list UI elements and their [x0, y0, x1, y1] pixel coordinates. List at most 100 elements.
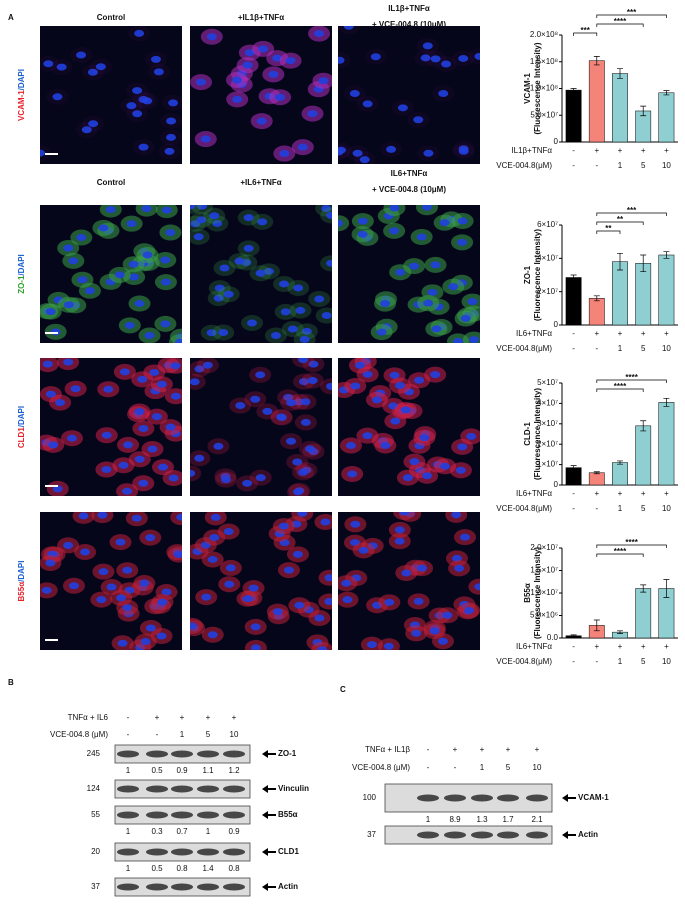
nucleus	[300, 418, 311, 426]
blot-strip	[384, 825, 553, 845]
panel-label: A	[8, 13, 14, 22]
treatment-value: +	[664, 146, 669, 155]
column-header: Control	[97, 178, 125, 187]
nucleus	[63, 244, 74, 252]
band	[497, 794, 519, 802]
treatment-value: 5	[641, 657, 646, 666]
molecular-weight: 124	[87, 784, 101, 793]
bar	[588, 298, 605, 326]
band	[471, 831, 493, 839]
nucleus	[209, 212, 220, 220]
nucleus	[132, 110, 143, 118]
y-tick-label: 1.0×10⁷	[530, 588, 558, 597]
nucleus	[324, 598, 332, 606]
treatment-value: +	[594, 642, 599, 651]
nucleus	[380, 441, 391, 449]
nucleus	[55, 399, 66, 407]
y-tick-label: 2×10⁷	[537, 287, 558, 296]
cells	[338, 205, 480, 343]
nucleus	[76, 234, 87, 242]
treatment-value: +	[641, 642, 646, 651]
nucleus	[270, 332, 281, 340]
band	[223, 750, 245, 758]
nucleus	[248, 584, 259, 592]
quantification: 0.3	[151, 827, 163, 836]
band	[197, 750, 219, 758]
error-bar	[617, 630, 623, 634]
significance-bracket	[596, 14, 667, 18]
quantification: 1.3	[476, 815, 488, 824]
nucleus	[294, 601, 305, 609]
treatment-value: 10	[662, 161, 671, 170]
nucleus	[326, 259, 332, 267]
nucleus	[66, 434, 77, 442]
error-bar	[663, 251, 670, 259]
nucleus	[147, 445, 158, 453]
error-bar	[617, 252, 623, 271]
nucleus	[165, 229, 176, 237]
treatment-value: 5	[206, 730, 211, 739]
blot-strip	[384, 783, 553, 813]
nucleus	[440, 462, 451, 470]
band	[146, 750, 168, 758]
treatment-value: -	[127, 713, 130, 722]
nucleus	[138, 424, 149, 432]
treatment-value: 1	[618, 504, 623, 513]
error-bar	[663, 397, 670, 407]
nucleus	[160, 320, 171, 328]
nucleus	[283, 566, 294, 574]
nucleus	[458, 147, 469, 155]
treatment-value: +	[618, 146, 623, 155]
band	[171, 750, 193, 758]
treatment-value: -	[427, 745, 430, 754]
nucleus	[190, 378, 200, 386]
y-tick-label: 3×10⁷	[537, 419, 558, 428]
micrograph	[190, 512, 332, 650]
significance-label: **	[617, 215, 624, 224]
quantification: 1.1	[202, 766, 214, 775]
nucleus	[439, 219, 450, 227]
treatment-value: +	[664, 329, 669, 338]
y-tick-label: 5.0×10⁶	[530, 611, 558, 620]
nucleus	[202, 361, 213, 369]
nucleus	[349, 90, 360, 98]
nucleus	[190, 469, 196, 477]
nucleus	[70, 385, 81, 393]
nucleus	[305, 445, 316, 453]
nucleus	[423, 299, 434, 307]
error-bar	[593, 471, 600, 475]
y-axis-label: (Fluorescence Intensity)	[533, 42, 542, 134]
treatment-value: +	[180, 713, 185, 722]
image-background	[40, 26, 182, 164]
marker-name: CLD1	[17, 427, 26, 448]
protein-label: ZO-1	[278, 749, 297, 758]
error-bar	[617, 460, 623, 465]
nucleus	[409, 262, 420, 270]
band	[117, 785, 139, 793]
nucleus	[98, 224, 109, 232]
treatment-value: 10	[230, 730, 239, 739]
cytoplasm	[468, 578, 480, 595]
quantification: 1	[126, 827, 131, 836]
nucleus	[263, 267, 274, 275]
nucleus	[255, 269, 266, 277]
nucleus	[457, 217, 468, 225]
nucleus	[116, 594, 127, 602]
nucleus	[219, 264, 230, 272]
nucleus	[223, 290, 234, 298]
nucleus	[150, 55, 161, 63]
nucleus	[247, 319, 258, 327]
nucleus	[357, 217, 368, 225]
nucleus	[292, 458, 303, 466]
nucleus	[457, 238, 468, 246]
nucleus	[314, 30, 325, 38]
column-header: + VCE-004.8 (10μM)	[372, 20, 446, 29]
marker-name: VCAM-1	[17, 90, 26, 121]
nucleus	[161, 206, 172, 214]
cells	[40, 358, 182, 496]
nucleus	[97, 512, 108, 519]
arrow	[262, 883, 276, 891]
row-label: VCAM-1/DAPI	[17, 69, 26, 121]
nucleus	[420, 54, 431, 62]
nucleus	[156, 632, 167, 640]
